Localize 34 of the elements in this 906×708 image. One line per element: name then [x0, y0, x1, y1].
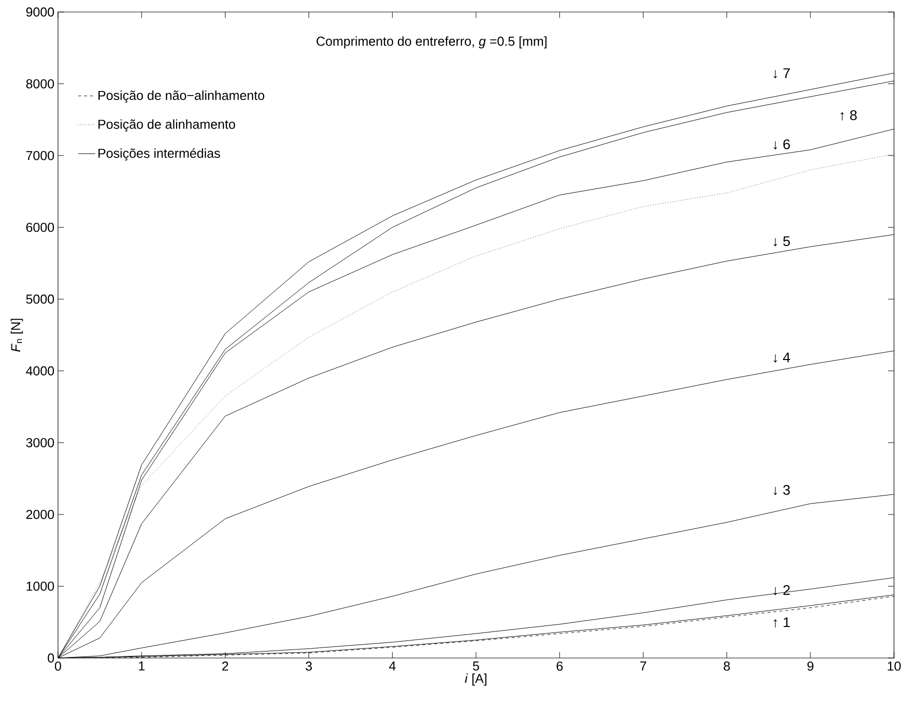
x-tick-label: 9	[807, 662, 814, 671]
y-tick-label: 7000	[26, 150, 54, 160]
y-tick-label: 6000	[26, 222, 54, 232]
y-tick-label: 1000	[26, 582, 54, 591]
x-tick-label: 0	[54, 662, 62, 671]
annotation: ↓ 7	[774, 68, 790, 78]
annotation: ↑ 8	[840, 110, 857, 120]
x-tick-label: 3	[306, 662, 312, 671]
x-tick-label: 7	[640, 662, 646, 670]
annotation: ↓ 3	[774, 484, 790, 496]
x-tick-label: 1	[138, 662, 145, 670]
annotation: ↓ 4	[774, 352, 790, 363]
y-tick-label: 5000	[26, 294, 54, 304]
y-tick-label: 2000	[26, 510, 54, 520]
annotation: ↑ 1	[774, 617, 790, 628]
x-axis-title: i [A]	[464, 674, 486, 686]
x-tick-label: 2	[222, 662, 228, 671]
y-tick-label: 3000	[26, 438, 54, 448]
annotation: ↓ 6	[774, 139, 790, 150]
legend-label: Posição de alinhamento	[98, 119, 236, 132]
legend-label: Posições intermédias	[98, 148, 220, 160]
x-tick-label: 6	[556, 662, 563, 671]
x-tick-label: 8	[724, 662, 730, 671]
legend-label: Posição de não−alinhamento	[98, 90, 264, 103]
annotation: ↓ 5	[774, 236, 790, 246]
x-tick-label: 10	[888, 662, 901, 671]
y-tick-label: 0	[48, 653, 54, 663]
y-axis-title: F$_{n}$ [N]	[10, 318, 23, 352]
y-tick-label: 9000	[26, 7, 54, 17]
x-tick-label: 5	[472, 662, 480, 671]
x-tick-label: 4	[389, 662, 396, 670]
annotation: Comprimento do entreferro, g =0.5 [mm]	[316, 36, 546, 48]
y-tick-label: 4000	[26, 366, 54, 376]
y-tick-label: 8000	[26, 79, 54, 88]
